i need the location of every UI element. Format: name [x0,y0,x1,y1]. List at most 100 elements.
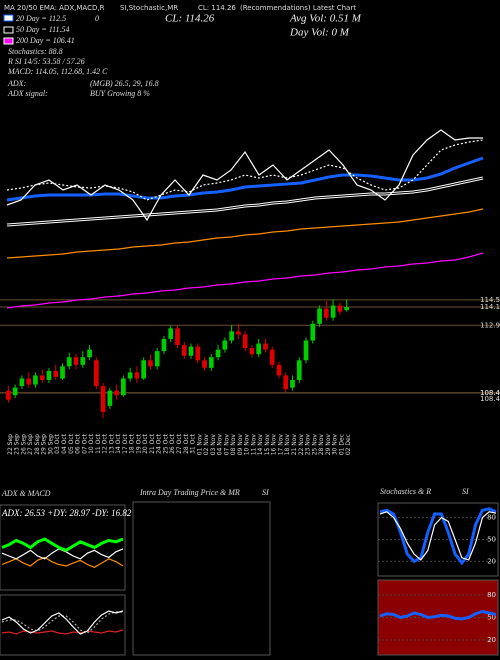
header-text: MA 20/50 EMA: ADX,MACD,R [4,4,105,12]
series-line [1,610,124,635]
level-label: 114.57 [480,296,500,304]
x-tick-label: 29 Nov [325,434,332,456]
indicator-text: Stochastics: 88.8 [8,47,63,56]
series-line [379,511,497,561]
level-label: 112.9 [480,321,500,329]
x-tick-label: 07 Oct [81,433,88,454]
candle-body [46,370,52,381]
x-tick-label: 04 Oct [61,433,68,454]
candle-body [290,380,295,388]
y-tick-label: 50 [487,536,496,544]
legend-swatch [3,14,14,22]
x-tick-label: 17 Oct [122,433,129,454]
candle-body [107,390,113,406]
x-tick-label: 18 Oct [129,433,136,454]
candle-body [6,390,11,400]
x-tick-label: 09 Nov [237,434,244,456]
series-line [1,537,124,552]
series-line [379,609,497,621]
x-tick-label: 07 Nov [223,434,230,456]
panel-title: ADX & MACD [1,489,51,498]
candle-body [73,357,79,365]
x-tick-label: 17 Nov [277,434,284,456]
x-tick-label: 04 Nov [217,434,224,456]
candle-body [154,351,160,367]
y-tick-label: 80 [487,591,496,599]
series-line [1,556,124,568]
legend-text: 50 Day = 111.54 [16,25,70,34]
x-tick-label: 27 Oct [176,433,183,454]
candle-body [114,390,119,396]
legend-text: 20 Day = 112.5 [16,14,66,23]
indicator-text: BUY Growing 8 % [90,89,150,98]
series-line [6,139,484,201]
candle-body [33,375,38,385]
header-text: CL: 114.26 [198,4,236,12]
intraday-panel [132,501,271,656]
candle-body [276,364,282,376]
x-tick-label: 31 Oct [190,433,197,454]
x-tick-label: 11 Oct [95,433,102,454]
x-tick-label: 10 Nov [244,434,251,456]
series-line [1,629,124,635]
x-tick-label: 22 Nov [298,434,305,456]
candle-body [323,308,329,318]
x-tick-label: 23 Nov [305,434,312,456]
level-label: 114.1 [480,303,500,311]
x-tick-label: 24 Oct [156,433,163,454]
candle-body [195,346,201,361]
candle-body [12,387,18,396]
candle-body [168,328,174,339]
x-tick-label: 13 Oct [108,433,115,454]
candle-body [93,360,99,387]
y-tick-label: 20 [487,557,496,565]
candle-body [53,370,59,377]
candle-body [337,305,343,312]
x-tick-label: 15 Nov [264,434,271,456]
x-tick-label: 19 Oct [135,433,142,454]
candle-body [66,357,72,367]
candle-body [19,378,25,387]
x-tick-label: 02 Nov [203,434,210,456]
x-tick-label: 16 Nov [271,434,278,456]
x-tick-label: 01 Nov [196,434,203,456]
indicator-text: ADX signal: [7,89,48,98]
panel-title: Stochastics & R [380,487,431,496]
candle-body [208,357,214,368]
x-tick-label: 29 Sep [41,434,48,455]
indicator-text: (MGB) 26.5, 29, 16.8 [90,79,159,88]
candle-body [161,338,167,352]
x-tick-label: 02 Dec [345,434,352,455]
x-tick-label: 11 Nov [250,434,257,456]
x-tick-label: 06 Oct [75,433,82,454]
y-tick-label: 50 [487,614,496,622]
x-tick-label: 28 Oct [183,433,190,454]
x-tick-label: 25 Oct [162,433,169,454]
x-tick-label: 30 Nov [332,434,339,456]
candle-body [175,328,180,346]
x-tick-label: 03 Oct [54,433,61,454]
x-tick-label: 26 Oct [169,433,176,454]
candle-body [141,360,147,379]
x-tick-label: 05 Oct [68,433,75,454]
candle-body [121,378,126,396]
x-tick-label: 23 Sep [14,434,21,455]
x-tick-label: 27 Sep [27,434,34,455]
x-tick-label: 03 Nov [210,434,217,456]
legend-text: 0 [95,14,99,23]
candle-body [26,378,32,385]
candle-body [215,349,221,358]
candle-body [202,360,207,368]
y-tick-label: 80 [487,514,496,522]
series-line [6,252,484,309]
candle-body [263,343,268,350]
candle-body [256,343,262,355]
x-tick-label: 12 Oct [102,433,109,454]
candle-body [87,349,92,358]
x-tick-label: 21 Oct [149,433,156,454]
x-tick-label: 21 Nov [291,434,298,456]
candle-body [283,375,289,390]
x-tick-label: 01 Dec [338,434,345,455]
candle-body [134,372,140,379]
